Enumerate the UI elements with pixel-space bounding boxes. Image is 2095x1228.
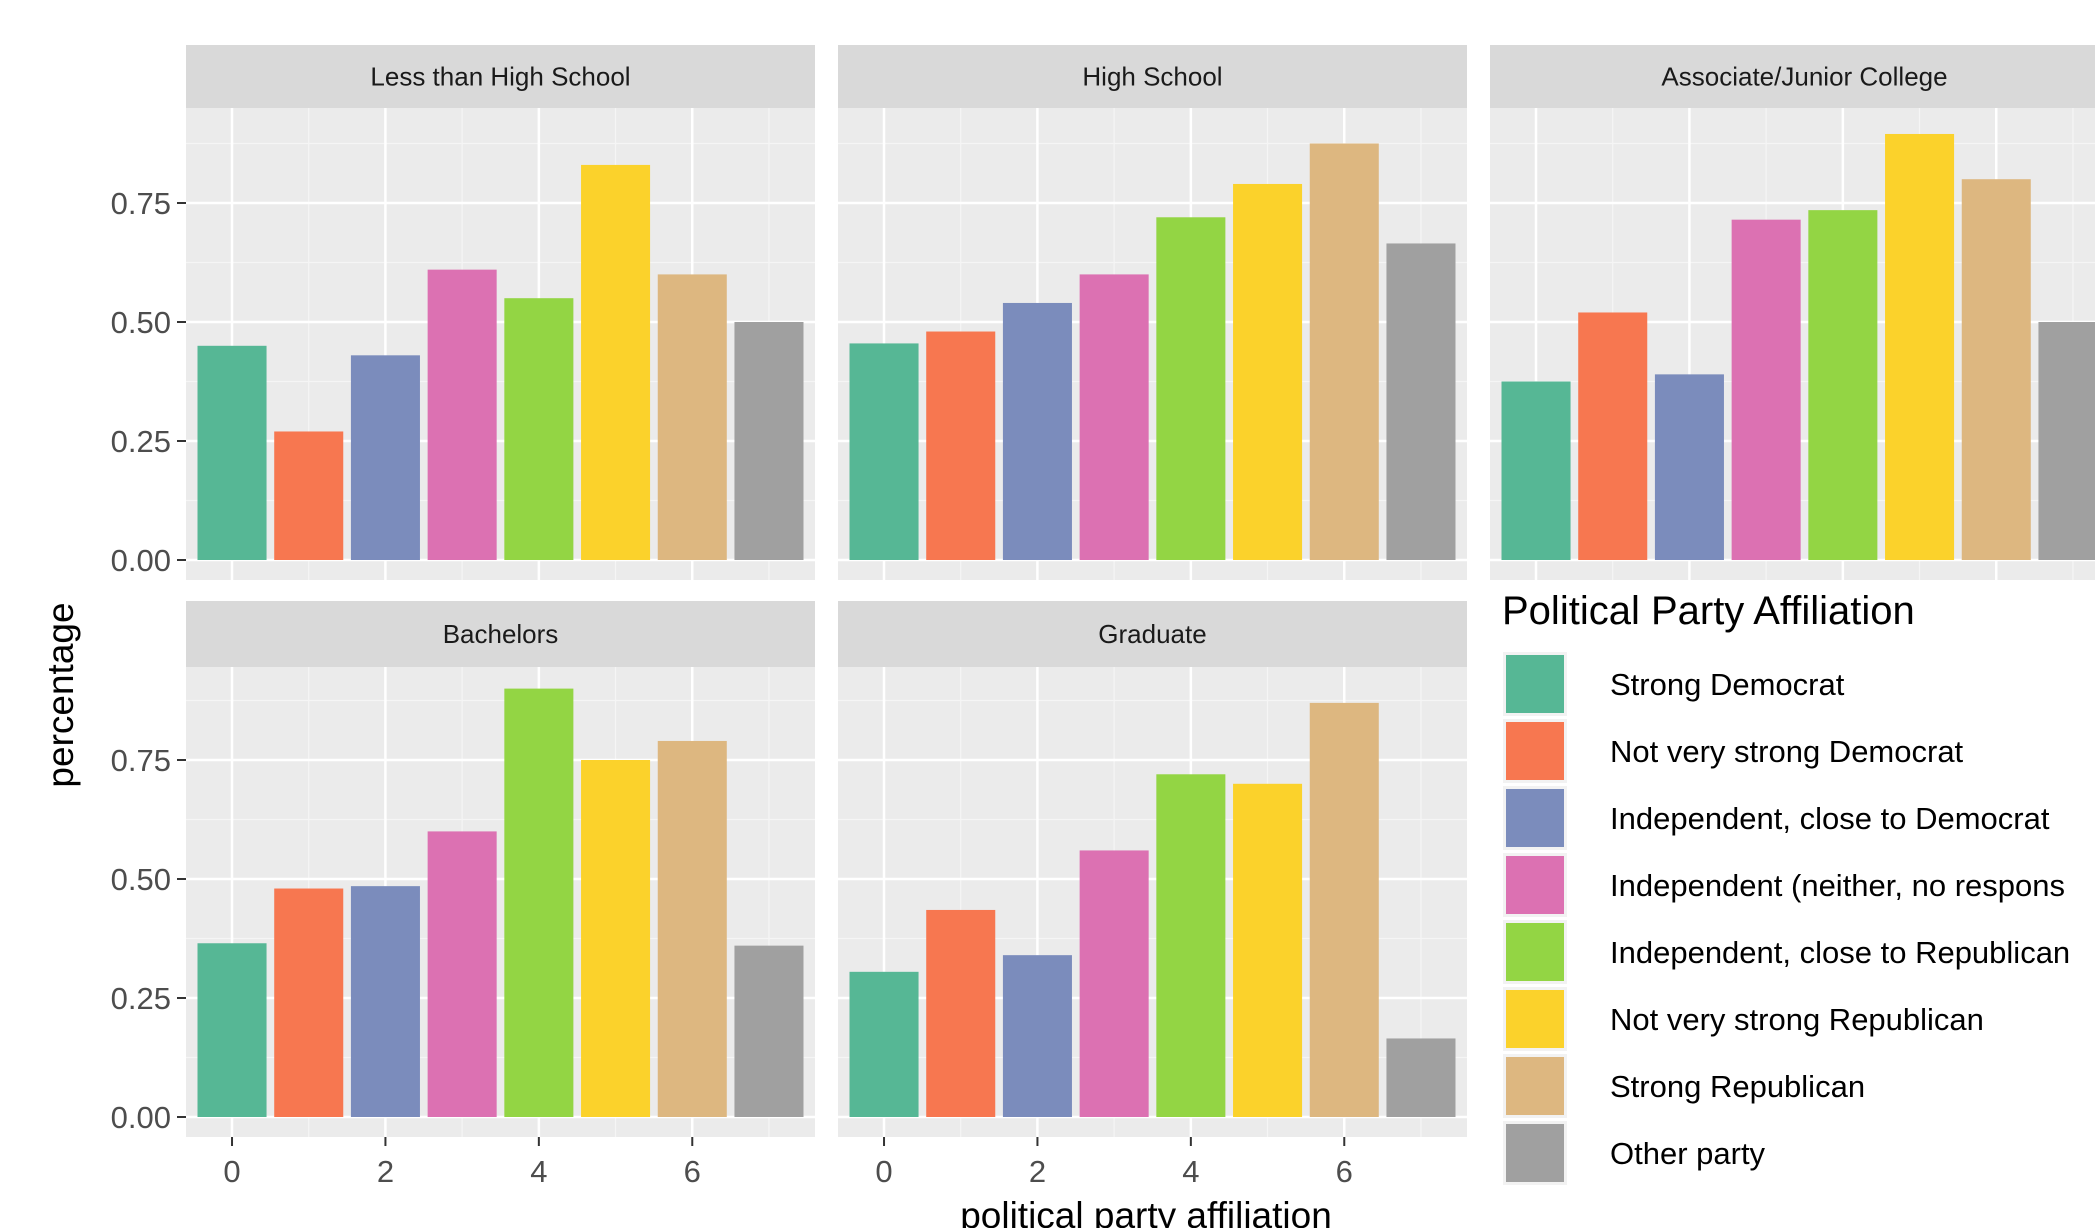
bar <box>274 431 344 560</box>
legend-label: Not very strong Democrat <box>1610 734 1964 769</box>
bar <box>1079 850 1149 1117</box>
facet-strip-label: High School <box>1082 62 1222 92</box>
bar <box>926 331 996 560</box>
legend-swatch <box>1506 1057 1564 1115</box>
legend-title: Political Party Affiliation <box>1502 589 1915 633</box>
facet-panel: Associate/Junior College <box>1490 45 2095 580</box>
legend-label: Strong Republican <box>1610 1069 1865 1104</box>
legend-label: Strong Democrat <box>1610 667 1845 702</box>
bar <box>350 355 420 560</box>
legend-swatch <box>1506 722 1564 780</box>
facet-panel: Bachelors <box>186 601 815 1137</box>
bar <box>1731 219 1801 560</box>
bar <box>504 688 574 1117</box>
facet-strip <box>838 601 1467 667</box>
facet-panel: Graduate <box>838 601 1467 1137</box>
legend-swatch <box>1506 655 1564 713</box>
facet-strip-label: Bachelors <box>443 619 559 649</box>
legend-swatch <box>1506 990 1564 1048</box>
legend-label: Independent (neither, no respons <box>1610 868 2065 903</box>
bar <box>197 943 267 1117</box>
facet-panel: High School <box>838 45 1467 580</box>
y-tick-label: 0.00 <box>111 543 171 578</box>
facet-strip <box>186 45 815 108</box>
facet-strip-label: Graduate <box>1098 619 1206 649</box>
legend-label: Independent, close to Democrat <box>1610 801 2050 836</box>
bar <box>1386 243 1456 560</box>
x-tick-label: 0 <box>223 1154 240 1189</box>
bar <box>1501 381 1571 560</box>
x-tick-label: 2 <box>1029 1154 1046 1189</box>
x-axis-title: political party affiliation <box>960 1195 1332 1228</box>
bar <box>581 164 651 561</box>
facet-strip-label: Associate/Junior College <box>1661 62 1947 92</box>
y-axis: 0.00 0.25 0.50 0.75 0.00 0.25 0.50 0.75 <box>111 186 186 1135</box>
facet-strip <box>838 45 1467 108</box>
bar <box>274 888 344 1117</box>
bar <box>849 971 919 1117</box>
bar <box>350 886 420 1117</box>
x-tick-label: 2 <box>377 1154 394 1189</box>
y-tick-label: 0.50 <box>111 862 171 897</box>
bar <box>734 945 804 1117</box>
bar <box>581 760 651 1117</box>
bar <box>1002 302 1072 560</box>
x-tick-label: 4 <box>1182 1154 1199 1189</box>
bar <box>1885 133 1955 561</box>
legend-label: Independent, close to Republican <box>1610 935 2070 970</box>
legend-swatch <box>1506 789 1564 847</box>
bar <box>734 322 804 560</box>
bar <box>1233 783 1303 1117</box>
bar <box>1309 143 1379 560</box>
y-tick-label: 0.25 <box>111 424 171 459</box>
legend-label: Other party <box>1610 1136 1766 1171</box>
bar <box>1156 774 1226 1117</box>
bar <box>1654 374 1724 560</box>
facet-strip <box>1490 45 2095 108</box>
bar <box>197 345 267 560</box>
bar <box>1961 179 2031 560</box>
bar <box>657 274 727 560</box>
legend-swatch <box>1506 856 1564 914</box>
bar <box>1233 183 1303 560</box>
bar <box>1002 955 1072 1117</box>
bar <box>427 831 497 1117</box>
y-tick-label: 0.75 <box>111 743 171 778</box>
legend-label: Not very strong Republican <box>1610 1002 1984 1037</box>
x-tick-label: 6 <box>684 1154 701 1189</box>
facet-strip-label: Less than High School <box>370 62 630 92</box>
bar <box>1309 702 1379 1117</box>
bar <box>849 343 919 560</box>
bar <box>1079 274 1149 560</box>
x-tick-label: 4 <box>530 1154 547 1189</box>
bar <box>427 269 497 560</box>
facet-panels: Less than High School High School Associat… <box>186 45 2095 1137</box>
x-axis: 0 2 4 6 0 2 4 6 <box>223 1137 1353 1189</box>
bar <box>1578 312 1648 560</box>
y-axis-title: percentage <box>40 602 81 787</box>
y-tick-label: 0.00 <box>111 1100 171 1135</box>
bar <box>1156 217 1226 560</box>
legend-swatch <box>1506 1124 1564 1182</box>
x-tick-label: 6 <box>1336 1154 1353 1189</box>
legend-swatch <box>1506 923 1564 981</box>
bar <box>1386 1038 1456 1117</box>
y-tick-label: 0.50 <box>111 305 171 340</box>
bar <box>657 740 727 1117</box>
y-tick-label: 0.25 <box>111 981 171 1016</box>
x-tick-label: 0 <box>875 1154 892 1189</box>
facet-strip <box>186 601 815 667</box>
legend: Political Party Affiliation Strong Democ… <box>1502 589 2070 1185</box>
facet-panel: Less than High School <box>186 45 815 580</box>
bar <box>926 909 996 1117</box>
bar <box>504 298 574 560</box>
y-tick-label: 0.75 <box>111 186 171 221</box>
bar <box>2038 322 2095 560</box>
bar <box>1808 210 1878 560</box>
